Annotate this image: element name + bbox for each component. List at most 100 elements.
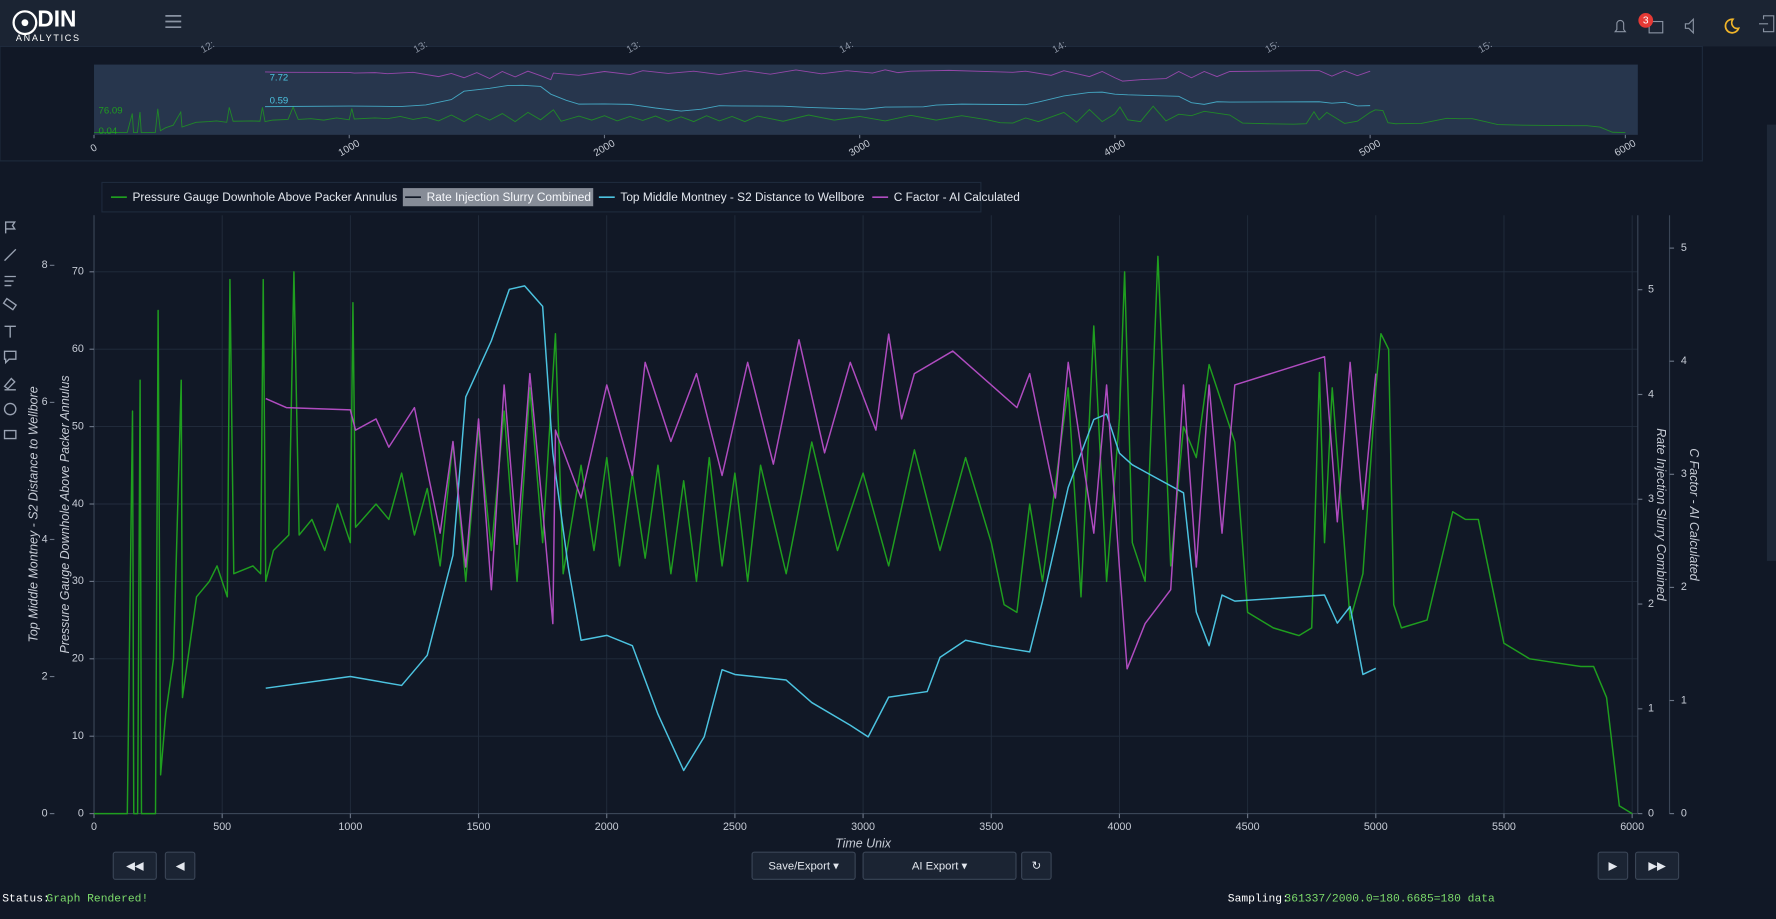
x-tick-label: 3500 [979,821,1003,833]
menu-button[interactable] [165,15,182,29]
series-line [265,285,1377,772]
axis-label: Rate Injection Slurry Combined [1654,428,1668,601]
x-tick-label: 5000 [1364,821,1388,833]
button[interactable]: ◀ [164,851,196,880]
y-tick-label: 60 [72,343,84,355]
x-tick-label: 6000 [1620,821,1644,833]
y2-tick-label: 1 [1648,703,1654,715]
logo-icon [12,10,38,36]
legend-label: Rate Injection Slurry Combined [427,190,591,204]
logout-icon[interactable] [1759,15,1775,33]
sound-icon[interactable] [1684,17,1694,35]
x-tick-label: 3000 [851,821,875,833]
tool-text[interactable] [4,325,16,338]
y2-tick-label: 2 [1648,598,1654,610]
series-line [265,333,1377,670]
y3-tick-label: 0 [42,807,48,819]
series-line [94,255,1633,815]
y-tick-label: 0 [78,807,84,819]
button[interactable]: ▶▶ [1634,851,1680,880]
x-tick-label: 500 [213,821,231,833]
legend-item[interactable]: Top Middle Montney - S2 Distance to Well… [598,190,865,204]
badge [1638,13,1654,28]
bell-icon[interactable] [1614,19,1627,33]
top-bar [0,0,1776,47]
toolbar [2,221,18,440]
button[interactable]: Save/Export ▾ [751,851,856,880]
legend-label: C Factor - AI Calculated [894,190,1020,204]
legend-item[interactable]: Pressure Gauge Downhole Above Packer Ann… [111,190,397,204]
mail-icon[interactable] [1648,20,1664,34]
button-label: AI Export ▾ [912,860,968,872]
button-frame [862,851,1017,880]
logo-icon [21,19,29,27]
x-tick-label: 0 [91,821,97,833]
button-label: ↻ [1032,860,1041,872]
x-tick-label: 4000 [1107,821,1131,833]
button-label: Save/Export ▾ [768,860,839,872]
button-label: ◀◀ [126,860,144,872]
button-label: ▶ [1609,860,1618,872]
y-tick-label: 40 [72,498,84,510]
y4-tick-label: 4 [1681,355,1687,367]
legend-label: Top Middle Montney - S2 Distance to Well… [620,190,864,204]
sampling-label: Sampling: [1228,894,1289,906]
navigator-tick-label: 0 [89,142,100,155]
tool-line[interactable] [4,248,17,262]
y2-tick-label: 0 [1648,807,1654,819]
x-axis-label: Time Unix [835,837,892,851]
button-frame [1634,851,1680,880]
legend-label: Pressure Gauge Downhole Above Packer Ann… [133,190,398,204]
x-tick-label: 2000 [595,821,619,833]
button-frame [1021,851,1052,880]
badge-count: 3 [1643,16,1649,27]
y4-tick-label: 2 [1681,581,1687,593]
button[interactable]: ↻ [1021,851,1052,880]
button[interactable]: AI Export ▾ [862,851,1017,880]
button-label: ▶▶ [1648,860,1666,872]
legend-item[interactable]: Rate Injection Slurry Combined [402,188,594,207]
logo: DIN [37,5,76,31]
button[interactable]: ◀◀ [112,851,157,880]
legend-item[interactable]: C Factor - AI Calculated [872,190,1020,204]
button-frame [751,851,856,880]
y2-tick-label: 3 [1648,493,1654,505]
axis-label: Pressure Gauge Downhole Above Packer Ann… [58,375,72,653]
button-frame [164,851,196,880]
tool-comment[interactable] [3,350,17,365]
legend-highlight [402,188,594,207]
navigator-label: 7.72 [270,73,289,84]
tool-note[interactable] [3,429,17,440]
theme-icon[interactable] [1724,18,1740,34]
x-tick-label: 1500 [467,821,491,833]
x-tick-label: 4500 [1236,821,1260,833]
y3-tick-label: 2 [42,670,48,682]
axis-label: C Factor - AI Calculated [1687,448,1701,582]
y2-tick-label: 4 [1648,388,1654,400]
y-tick-label: 20 [72,653,84,665]
logo-subtitle: ANALYTICS [16,33,81,43]
tool-text-lines[interactable] [4,275,16,287]
y3-tick-label: 8 [42,259,48,271]
x-tick-label: 5500 [1492,821,1516,833]
button[interactable]: ▶ [1597,851,1629,880]
button-label: ◀ [176,860,185,872]
tool-ruler[interactable] [2,297,18,311]
y3-tick-label: 6 [42,396,48,408]
axis-label: Top Middle Montney - S2 Distance to Well… [26,386,40,642]
y4-tick-label: 3 [1681,468,1687,480]
button-frame [112,851,157,880]
tool-brush[interactable] [3,377,16,391]
scrollbar[interactable] [1766,124,1776,561]
navigator-line [94,105,1626,134]
navigator [94,64,1638,135]
tool-flag[interactable] [4,221,16,234]
status-label: Status: [2,894,50,906]
x-tick-label: 1000 [338,821,362,833]
y2-tick-label: 5 [1648,284,1654,296]
navigator-line [265,69,1371,82]
tool-target[interactable] [3,402,17,416]
